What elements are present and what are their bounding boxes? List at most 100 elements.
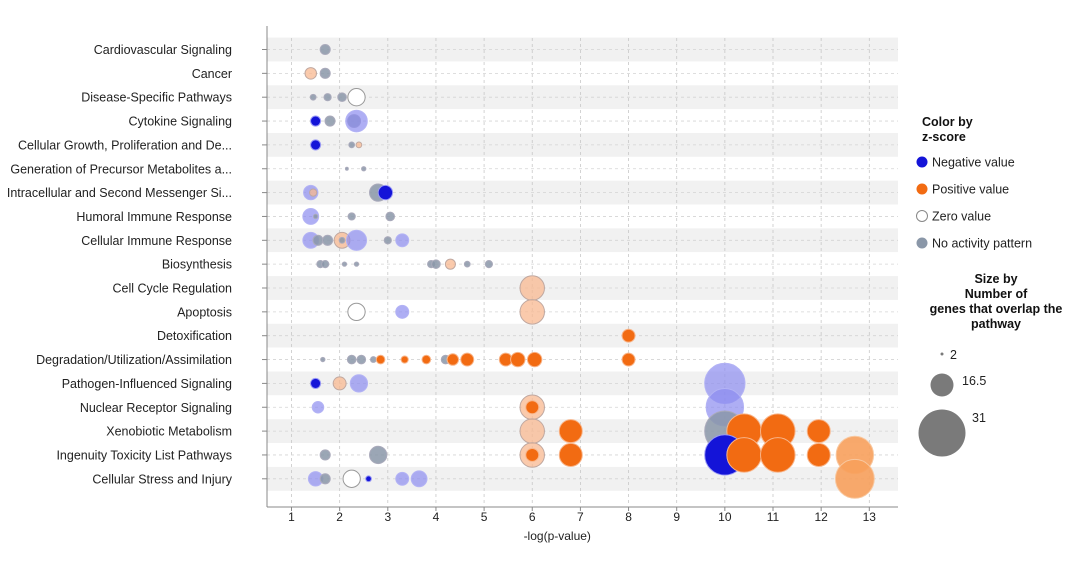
row-stripe xyxy=(267,133,898,157)
legend-color-title: Color by xyxy=(922,115,973,129)
bubble-neg_light xyxy=(345,109,368,133)
bubble-pos_light2 xyxy=(834,458,875,499)
bubble-neg_light xyxy=(395,471,410,486)
row-stripe xyxy=(267,299,898,324)
category-label: Cell Cycle Regulation xyxy=(112,282,232,296)
bubble-zero xyxy=(347,302,366,321)
x-tick-label: 9 xyxy=(673,510,680,524)
bubble-pos_light xyxy=(304,67,318,80)
legend-item-label: No activity pattern xyxy=(932,237,1032,251)
bubble-neg_light xyxy=(311,400,325,414)
bubble-none xyxy=(320,356,326,363)
legend-swatch xyxy=(916,183,928,195)
category-label: Cancer xyxy=(192,67,232,81)
bubble-pos xyxy=(375,354,386,365)
bubble-none xyxy=(383,236,392,245)
row-stripe xyxy=(267,37,898,62)
category-label: Ingenuity Toxicity List Pathways xyxy=(56,448,232,462)
bubble-none xyxy=(346,354,357,365)
bubble-none xyxy=(312,213,319,220)
bubble-zero xyxy=(342,469,361,488)
bubble-none xyxy=(319,67,331,79)
bubble-none xyxy=(338,236,346,244)
bubble-none xyxy=(322,234,334,246)
bubble-neg xyxy=(310,377,322,389)
bubble-pos_light xyxy=(309,188,318,197)
bubble-none xyxy=(324,115,336,127)
x-tick-label: 12 xyxy=(814,510,828,524)
legend-item-label: Zero value xyxy=(932,210,991,224)
bubble-neg_light xyxy=(395,233,410,248)
row-stripe xyxy=(267,156,898,181)
legend-size-title: Number of xyxy=(965,287,1028,301)
bubble-none xyxy=(353,261,360,267)
category-label: Xenobiotic Metabolism xyxy=(106,425,232,439)
bubble-neg_light xyxy=(395,304,410,319)
bubble-neg xyxy=(310,139,322,151)
category-label: Generation of Precursor Metabolites a... xyxy=(10,162,232,176)
bubble-pos xyxy=(460,352,475,367)
x-tick-label: 8 xyxy=(625,510,632,524)
legend: Color byz-score Negative value Positive va… xyxy=(916,115,1062,457)
row-stripe xyxy=(267,228,898,253)
x-tick-label: 7 xyxy=(577,510,584,524)
x-tick-label: 4 xyxy=(433,510,440,524)
bubble-zero xyxy=(347,88,366,107)
bubble-none xyxy=(321,260,330,269)
bubble-pos xyxy=(526,351,543,368)
category-label: Cellular Immune Response xyxy=(81,234,232,248)
bubble-pos xyxy=(621,328,636,343)
bubble-pos_light xyxy=(332,376,347,391)
x-tick-label: 6 xyxy=(529,510,536,524)
legend-color-title: z-score xyxy=(922,130,966,144)
bubble-pos xyxy=(558,442,583,467)
x-tick-label: 10 xyxy=(718,510,732,524)
row-stripe xyxy=(267,109,898,133)
legend-swatch xyxy=(916,237,928,249)
bubble-none xyxy=(361,166,367,172)
bubble-neg_light xyxy=(349,374,369,393)
bubble-none xyxy=(369,445,388,465)
bubble-pos xyxy=(806,442,831,467)
legend-size-label: 2 xyxy=(950,348,957,362)
row-stripe xyxy=(267,85,898,110)
bubble-none xyxy=(319,473,331,485)
legend-size-circle xyxy=(940,352,944,356)
bubble-none xyxy=(341,261,348,267)
legend-item-label: Positive value xyxy=(932,183,1009,197)
bubble-pos xyxy=(806,419,831,444)
legend-size-circle xyxy=(918,409,966,457)
legend-swatch xyxy=(916,210,928,222)
bubble-none xyxy=(319,43,331,56)
category-label: Apoptosis xyxy=(177,305,232,319)
x-tick-label: 11 xyxy=(767,510,780,524)
category-label: Nuclear Receptor Signaling xyxy=(80,401,232,415)
bubble-pos xyxy=(760,437,796,473)
x-tick-label: 5 xyxy=(481,510,488,524)
legend-size-title: Size by xyxy=(974,272,1017,286)
bubble-pos_light xyxy=(519,275,545,301)
bubble-pos xyxy=(510,351,526,368)
bubble-pos_light xyxy=(519,418,545,444)
bubble-none xyxy=(463,260,471,268)
bubble-pos xyxy=(525,447,540,462)
bubble-none xyxy=(385,211,396,222)
bubble-none xyxy=(323,93,332,102)
legend-size-label: 31 xyxy=(972,411,986,425)
bubble-pos xyxy=(525,400,540,415)
category-label: Degradation/Utilization/Assimilation xyxy=(36,353,232,367)
bubble-none xyxy=(484,260,494,269)
bubble-none xyxy=(431,259,441,269)
category-label: Biosynthesis xyxy=(162,258,232,272)
bubble-pos_light xyxy=(444,258,456,270)
axes xyxy=(262,26,898,511)
data-points xyxy=(302,43,875,499)
row-stripe xyxy=(267,61,898,86)
row-stripe xyxy=(267,180,898,205)
row-stripe xyxy=(267,204,898,229)
x-tick-labels: 1 2 3 4 5 6 7 8 9 10 11 12 13 xyxy=(288,510,876,524)
bubble-neg_light xyxy=(345,229,368,251)
bubble-neg xyxy=(310,115,322,127)
legend-swatch xyxy=(916,156,928,168)
